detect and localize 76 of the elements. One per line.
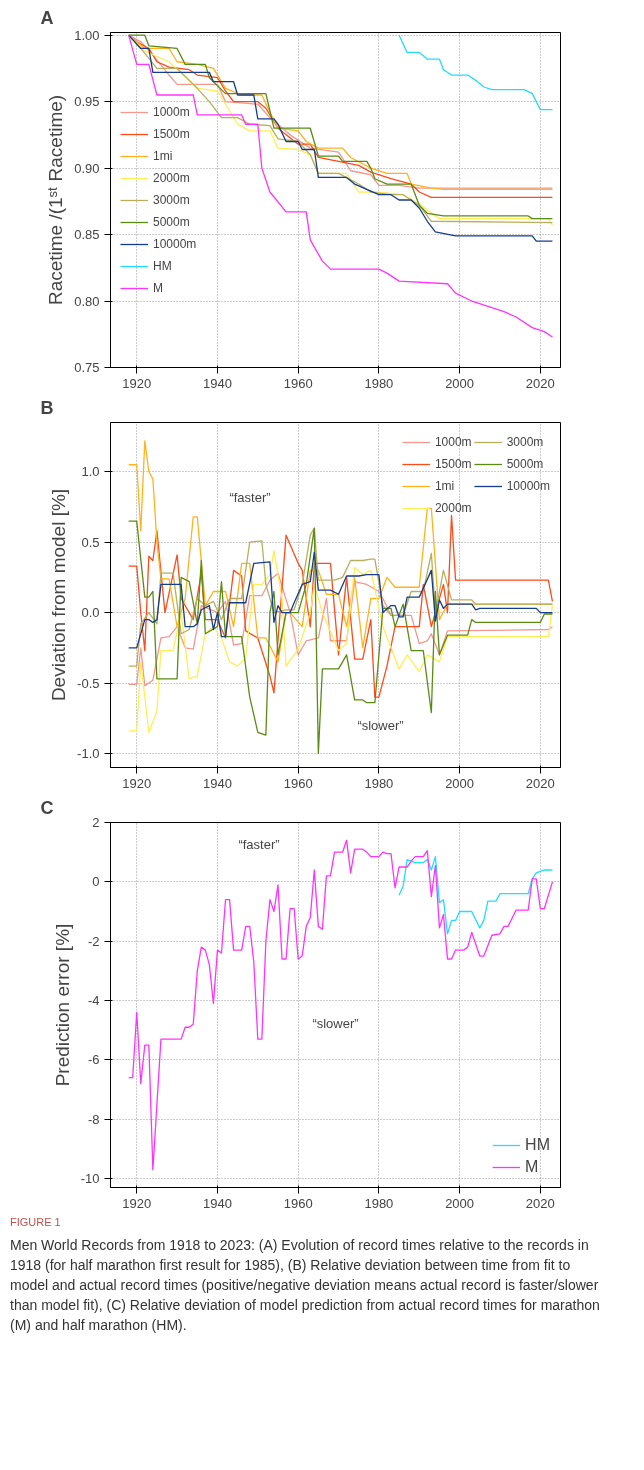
y-tick-label: 1.0 [81, 464, 100, 480]
line-series [398, 34, 554, 111]
legend-label: 3000m [153, 192, 190, 207]
caption: FIGURE 1 [10, 1215, 62, 1230]
legend-label: 1000m [434, 435, 472, 449]
x-tick-label: 1960 [283, 775, 313, 791]
x-tick-label: 1980 [364, 375, 394, 391]
x-tick-label: 1940 [202, 775, 232, 791]
x-tick-label: 2020 [525, 775, 555, 791]
x-tick-label: 2020 [525, 375, 555, 391]
chart-title: A [40, 7, 54, 28]
annotation: “slower” [357, 718, 404, 733]
y-tick-label: 1.00 [74, 27, 100, 43]
legend-label: 10000m [153, 236, 197, 251]
legend-label: 1mi [434, 479, 455, 493]
legend-label: 1mi [153, 148, 173, 163]
x-tick-label: 1940 [202, 1195, 232, 1211]
annotation: “faster” [229, 490, 271, 506]
x-tick-label: 1980 [364, 775, 394, 791]
y-tick-label: -0.5 [77, 675, 100, 691]
y-tick-label: 0.80 [74, 293, 100, 309]
y-tick-label: -1.0 [77, 745, 100, 761]
line-series [128, 520, 554, 755]
x-tick-label: 1940 [202, 375, 232, 391]
x-tick-label: 1920 [122, 375, 152, 391]
y-axis-title: Racetime /(1ˢᵗ Racetime) [45, 94, 67, 306]
line-series [128, 549, 554, 733]
y-tick-label: 0 [92, 874, 100, 890]
legend-label: 3000m [506, 435, 544, 449]
y-tick-label: -6 [87, 1052, 100, 1068]
line-series [128, 551, 554, 649]
legend-label: M [153, 280, 164, 295]
x-tick-label: 2000 [445, 1195, 475, 1211]
y-tick-label: -10 [80, 1171, 100, 1187]
legend-label: M [525, 1158, 540, 1176]
y-tick-label: 0.0 [81, 605, 100, 621]
annotation: “slower” [312, 1015, 359, 1031]
annotation: “faster” [238, 836, 280, 852]
legend-label: 1500m [153, 126, 190, 141]
y-tick-label: 2 [92, 815, 100, 830]
legend-label: 1000m [153, 104, 190, 119]
line-series [128, 34, 554, 338]
y-tick-label: 0.5 [81, 534, 100, 550]
legend-label: 2000m [434, 501, 472, 515]
y-tick-label: -8 [87, 1111, 100, 1127]
line-series [398, 855, 554, 935]
y-tick-label: 0.95 [74, 94, 100, 110]
line-series [128, 839, 554, 1171]
x-tick-label: 1980 [364, 1195, 394, 1211]
x-tick-label: 1920 [122, 775, 152, 791]
line-series [128, 514, 554, 698]
legend-label: HM [153, 258, 173, 273]
legend-label: 1500m [434, 457, 472, 471]
legend-label: 5000m [506, 457, 544, 471]
x-tick-label: 2000 [445, 375, 475, 391]
y-axis-title: Prediction error [%] [51, 923, 73, 1087]
legend-label: 2000m [153, 170, 190, 185]
x-tick-label: 1960 [283, 1195, 313, 1211]
y-tick-label: 0.90 [74, 160, 100, 176]
text: Men World Records from 1918 to 2023: (A) Evolution of record times relative to the records in 1918 (for half marathon first result for 1985), (B) Relative deviation between time from fit to model and actual record times (positive/negative deviation means actual record is faster/slower than model fit), (C) Relative deviation of model prediction from actual record times for marathon (M) and half marathon (HM). [10, 1235, 601, 1335]
y-tick-label: 0.85 [74, 227, 100, 243]
line-series [128, 572, 554, 687]
x-tick-label: 1920 [122, 1195, 152, 1211]
y-tick-label: -2 [87, 933, 100, 949]
line-series [128, 527, 554, 667]
y-tick-label: -4 [87, 993, 100, 1009]
legend-label: HM [525, 1136, 550, 1154]
y-axis-title: Deviation from model [%] [48, 488, 70, 702]
x-tick-label: 2000 [445, 775, 475, 791]
legend-label: 10000m [506, 479, 550, 493]
chart-title: C [40, 797, 54, 818]
y-tick-label: 0.75 [74, 360, 100, 375]
chart-title: B [40, 397, 54, 418]
legend-label: 5000m [153, 214, 190, 229]
x-tick-label: 2020 [525, 1195, 555, 1211]
x-tick-label: 1960 [283, 375, 313, 391]
